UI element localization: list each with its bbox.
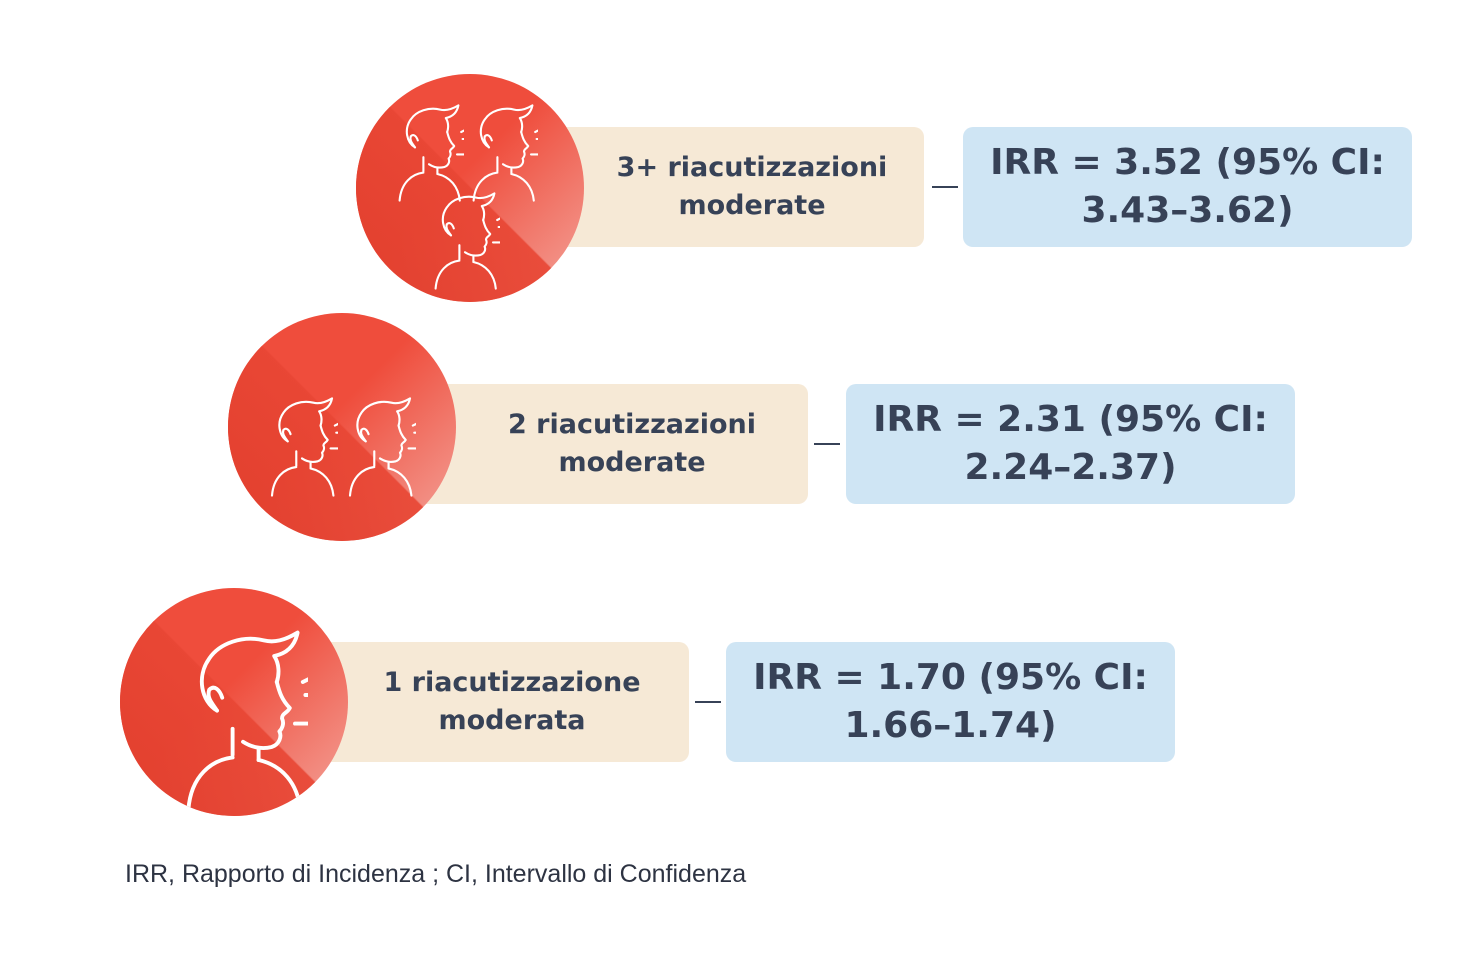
irr-box-1: IRR = 1.70 (95% CI: 1.66–1.74) xyxy=(726,642,1175,762)
icon-circle-1 xyxy=(120,588,348,816)
label-line1: 1 riacutizzazione xyxy=(383,667,641,698)
row-1: 1 riacutizzazione moderata IRR = 1.70 (9… xyxy=(0,588,1474,828)
person-coughing-icon xyxy=(186,630,308,812)
irr-line2: 3.43–3.62) xyxy=(1081,190,1294,231)
irr-box-3plus: IRR = 3.52 (95% CI: 3.43–3.62) xyxy=(963,127,1412,247)
two-people-coughing-icon xyxy=(270,397,416,497)
irr-line1: IRR = 3.52 (95% CI: xyxy=(990,142,1385,183)
label-line1: 2 riacutizzazioni xyxy=(507,409,756,440)
irr-line1: IRR = 1.70 (95% CI: xyxy=(753,657,1148,698)
three-people-coughing-icon xyxy=(398,104,538,290)
irr-line2: 2.24–2.37) xyxy=(964,447,1177,488)
label-box-1: 1 riacutizzazione moderata xyxy=(285,642,689,762)
label-line2: moderate xyxy=(558,447,706,478)
label-line2: moderata xyxy=(438,705,586,736)
irr-box-2: IRR = 2.31 (95% CI: 2.24–2.37) xyxy=(846,384,1295,504)
connector-1 xyxy=(695,701,721,703)
irr-line2: 1.66–1.74) xyxy=(844,705,1057,746)
irr-line1: IRR = 2.31 (95% CI: xyxy=(873,399,1268,440)
footnote: IRR, Rapporto di Incidenza ; CI, Interva… xyxy=(125,860,747,888)
connector-2 xyxy=(814,443,840,445)
label-line1: 3+ riacutizzazioni xyxy=(616,152,888,183)
label-line2: moderate xyxy=(678,190,826,221)
label-box-3plus: 3+ riacutizzazioni moderate xyxy=(520,127,924,247)
icon-circle-2 xyxy=(228,313,456,541)
row-2: 2 riacutizzazioni moderate IRR = 2.31 (9… xyxy=(0,312,1474,552)
label-box-2: 2 riacutizzazioni moderate xyxy=(404,384,808,504)
row-3plus: 3+ riacutizzazioni moderate IRR = 3.52 (… xyxy=(0,70,1474,310)
connector-3plus xyxy=(932,186,958,188)
icon-circle-3plus xyxy=(356,74,584,302)
